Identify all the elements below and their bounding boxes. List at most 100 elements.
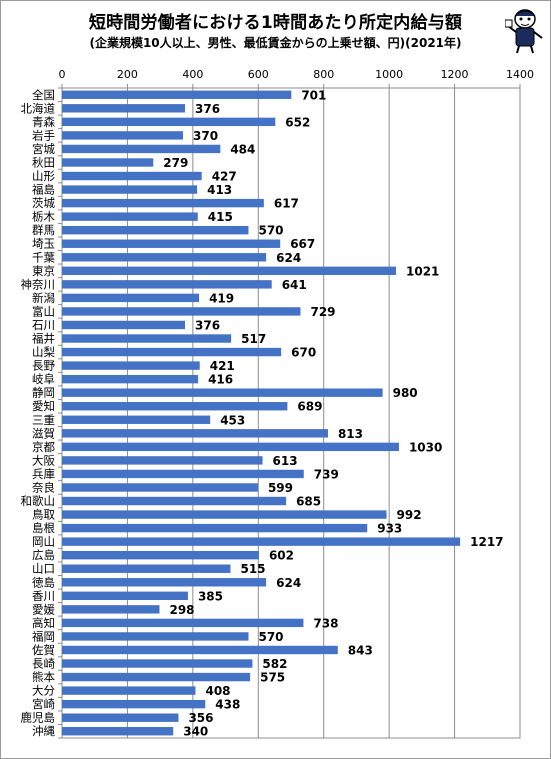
value-label: 1021 bbox=[406, 264, 439, 278]
bar bbox=[62, 483, 258, 492]
category-label: 静岡 bbox=[32, 386, 55, 400]
value-label: 624 bbox=[276, 576, 301, 590]
x-tick-label: 400 bbox=[182, 68, 203, 81]
value-label: 356 bbox=[188, 711, 213, 725]
bar bbox=[62, 225, 249, 235]
bar bbox=[62, 510, 387, 519]
value-label: 813 bbox=[338, 427, 363, 441]
bar bbox=[62, 307, 301, 316]
category-label: 東京 bbox=[32, 264, 55, 278]
x-tick-label: 200 bbox=[117, 68, 138, 81]
bar bbox=[62, 293, 200, 303]
category-label: 滋賀 bbox=[32, 426, 55, 440]
value-label: 685 bbox=[296, 495, 321, 509]
bar bbox=[62, 104, 186, 113]
bar bbox=[62, 374, 199, 384]
bar bbox=[62, 591, 188, 601]
value-label: 370 bbox=[193, 129, 218, 143]
bar bbox=[62, 442, 399, 452]
bar bbox=[62, 402, 288, 411]
category-label: 石川 bbox=[32, 318, 55, 332]
bar bbox=[62, 239, 281, 248]
category-label: 福島 bbox=[32, 183, 55, 197]
value-label: 739 bbox=[314, 467, 339, 481]
value-label: 517 bbox=[241, 332, 266, 346]
category-label: 愛知 bbox=[32, 399, 55, 413]
category-label: 山梨 bbox=[32, 345, 55, 359]
bar bbox=[62, 158, 154, 167]
category-label: 福井 bbox=[32, 332, 55, 346]
bar bbox=[62, 415, 211, 424]
value-label: 701 bbox=[301, 88, 326, 102]
category-label: 群馬 bbox=[32, 223, 55, 237]
x-tick-label: 1200 bbox=[441, 68, 469, 81]
bar bbox=[62, 347, 282, 357]
category-label: 福岡 bbox=[32, 629, 55, 643]
value-label: 738 bbox=[313, 616, 338, 630]
bar bbox=[62, 388, 383, 397]
category-label: 和歌山 bbox=[21, 494, 56, 508]
value-label: 980 bbox=[393, 386, 418, 400]
bar bbox=[62, 618, 304, 628]
value-label: 385 bbox=[198, 589, 223, 603]
value-label: 689 bbox=[297, 400, 322, 414]
bar bbox=[62, 645, 338, 655]
category-label: 宮城 bbox=[32, 142, 55, 156]
category-label: 大阪 bbox=[32, 453, 55, 467]
category-label: 佐賀 bbox=[32, 643, 55, 657]
bar bbox=[62, 686, 196, 695]
category-label: 長崎 bbox=[32, 657, 55, 671]
value-label: 613 bbox=[273, 454, 298, 468]
category-label: 香川 bbox=[32, 589, 55, 603]
category-label: 秋田 bbox=[32, 155, 55, 169]
category-label: 山形 bbox=[32, 169, 55, 183]
bar bbox=[62, 659, 253, 668]
category-label: 青森 bbox=[32, 115, 55, 129]
bar bbox=[62, 253, 267, 262]
value-label: 415 bbox=[208, 210, 233, 224]
bar bbox=[62, 131, 184, 140]
category-label: 埼玉 bbox=[32, 237, 55, 251]
bar bbox=[62, 90, 292, 99]
bar bbox=[62, 334, 232, 343]
bar bbox=[62, 672, 251, 682]
category-label: 千葉 bbox=[32, 250, 55, 264]
value-label: 624 bbox=[276, 251, 301, 265]
value-label: 582 bbox=[262, 657, 287, 671]
x-tick-label: 0 bbox=[59, 68, 66, 81]
category-label: 三重 bbox=[32, 413, 55, 427]
value-label: 453 bbox=[220, 413, 245, 427]
category-label: 栃木 bbox=[32, 210, 55, 224]
value-label: 413 bbox=[207, 183, 232, 197]
value-label: 599 bbox=[268, 481, 293, 495]
bar bbox=[62, 632, 249, 641]
value-label: 652 bbox=[285, 115, 310, 129]
value-label: 421 bbox=[210, 359, 235, 373]
bar bbox=[62, 523, 368, 533]
value-label: 419 bbox=[209, 291, 234, 305]
category-label: 鳥取 bbox=[32, 508, 55, 522]
bar bbox=[62, 185, 198, 194]
category-label: 京都 bbox=[32, 440, 55, 454]
value-label: 279 bbox=[163, 156, 188, 170]
category-label: 北海道 bbox=[21, 101, 56, 115]
bar bbox=[62, 605, 160, 614]
category-label: 岐阜 bbox=[32, 372, 55, 386]
chart-subtitle: (企業規模10人以上、男性、最低賃金からの上乗せ額、円)(2021年) bbox=[89, 36, 462, 50]
category-label: 沖縄 bbox=[32, 724, 55, 738]
category-label: 島根 bbox=[32, 521, 55, 535]
bar bbox=[62, 198, 264, 208]
value-label: 843 bbox=[348, 643, 373, 657]
category-label: 神奈川 bbox=[21, 277, 56, 291]
category-label: 岩手 bbox=[32, 128, 55, 142]
category-label: 全国 bbox=[32, 88, 55, 102]
bar bbox=[62, 496, 287, 506]
value-label: 340 bbox=[183, 725, 208, 739]
chart-title: 短時間労働者における1時間あたり所定内給与額 bbox=[88, 13, 463, 33]
bar bbox=[62, 429, 328, 438]
x-tick-label: 1400 bbox=[506, 68, 534, 81]
value-label: 570 bbox=[258, 630, 283, 644]
value-label: 992 bbox=[397, 508, 422, 522]
mascot-character-icon bbox=[505, 9, 543, 54]
